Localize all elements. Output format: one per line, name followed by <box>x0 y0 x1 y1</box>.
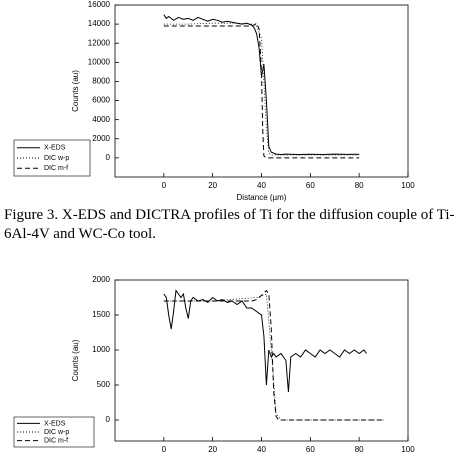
legend-box <box>13 416 95 448</box>
x-tick-label: 80 <box>355 445 364 454</box>
legend-label: DIC w-p <box>44 155 69 162</box>
y-tick-label: 2000 <box>92 134 110 143</box>
x-tick-label: 60 <box>306 181 315 190</box>
legend-label: X-EDS <box>44 420 66 427</box>
y-tick-label: 0 <box>106 415 111 424</box>
y-tick-label: 12000 <box>88 38 111 47</box>
y-tick-label: 2000 <box>92 275 110 284</box>
legend-label: DIC w-p <box>44 429 69 436</box>
legend-label: DIC m-f <box>44 437 68 444</box>
legend-label: DIC m-f <box>44 165 68 172</box>
y-tick-label: 1500 <box>92 310 110 319</box>
data-line <box>163 14 360 156</box>
y-tick-label: 1000 <box>92 345 110 354</box>
plot-frame <box>114 279 409 442</box>
x-tick-label: 40 <box>257 181 266 190</box>
y-tick-label: 8000 <box>92 77 110 86</box>
figure-caption: Figure 3. X-EDS and DICTRA profiles of T… <box>4 207 455 242</box>
x-tick-label: 20 <box>208 445 217 454</box>
y-tick-label: 6000 <box>92 96 110 105</box>
legend-label: X-EDS <box>44 145 66 152</box>
y-axis-label: Counts (au) <box>71 70 80 112</box>
y-tick-label: 4000 <box>92 115 110 124</box>
x-tick-label: 80 <box>355 181 364 190</box>
y-tick-label: 10000 <box>88 57 111 66</box>
x-axis-label: Distance (µm) <box>237 193 287 202</box>
data-line <box>163 22 360 156</box>
x-tick-label: 0 <box>162 445 167 454</box>
x-tick-label: 60 <box>306 445 315 454</box>
y-tick-label: 500 <box>97 380 111 389</box>
x-tick-label: 100 <box>401 181 415 190</box>
data-line <box>163 289 367 393</box>
y-tick-label: 16000 <box>88 0 111 9</box>
data-line <box>163 293 384 421</box>
y-tick-label: 14000 <box>88 19 111 28</box>
data-line <box>163 289 384 421</box>
x-tick-label: 100 <box>401 445 415 454</box>
x-tick-label: 0 <box>162 181 167 190</box>
x-tick-label: 20 <box>208 181 217 190</box>
data-line <box>163 22 360 159</box>
x-tick-label: 40 <box>257 445 266 454</box>
y-axis-label: Counts (au) <box>71 339 80 381</box>
y-tick-label: 0 <box>106 153 111 162</box>
